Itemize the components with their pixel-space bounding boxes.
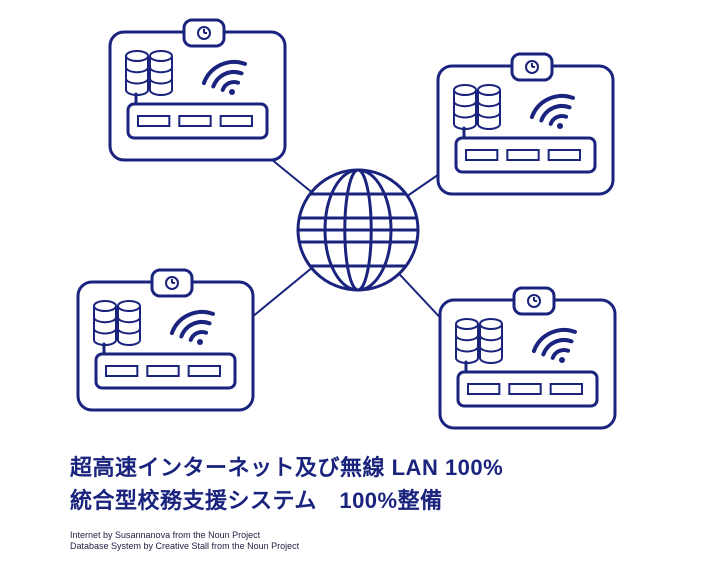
title-line-1: 超高速インターネット及び無線 LAN 100% (70, 451, 503, 484)
credit-line-2: Database System by Creative Stall from t… (70, 541, 299, 553)
school-node (110, 20, 285, 160)
title-block: 超高速インターネット及び無線 LAN 100% 統合型校務支援システム 100%… (70, 451, 503, 517)
credit-block: Internet by Susannanova from the Noun Pr… (70, 530, 299, 553)
school-node (438, 54, 613, 194)
globe-icon (298, 170, 418, 290)
school-node (440, 288, 615, 428)
school-node (78, 270, 253, 410)
credit-line-1: Internet by Susannanova from the Noun Pr… (70, 530, 299, 542)
title-line-2: 統合型校務支援システム 100%整備 (70, 484, 503, 517)
